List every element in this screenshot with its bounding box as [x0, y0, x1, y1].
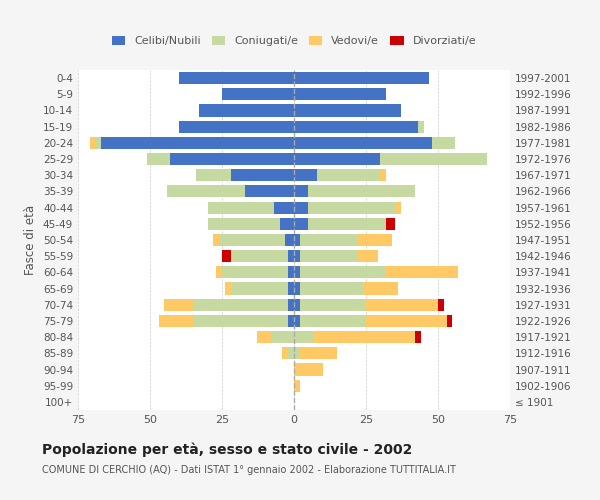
Text: Popolazione per età, sesso e stato civile - 2002: Popolazione per età, sesso e stato civil… [42, 442, 412, 457]
Bar [358, 250, 377, 262]
Bar [208, 202, 274, 213]
Bar [358, 234, 392, 246]
Bar [395, 202, 401, 213]
Bar [225, 282, 230, 294]
Bar [288, 315, 294, 327]
Bar [294, 137, 432, 149]
Bar [294, 153, 380, 165]
Bar [294, 282, 300, 294]
Bar [179, 120, 294, 132]
Bar [366, 298, 438, 311]
Bar [300, 298, 366, 311]
Bar [196, 169, 230, 181]
Bar [164, 298, 193, 311]
Y-axis label: Fasce di età: Fasce di età [25, 205, 37, 275]
Bar [294, 120, 418, 132]
Bar [294, 202, 308, 213]
Bar [288, 266, 294, 278]
Bar [432, 137, 455, 149]
Bar [271, 331, 294, 343]
Text: COMUNE DI CERCHIO (AQ) - Dati ISTAT 1° gennaio 2002 - Elaborazione TUTTITALIA.IT: COMUNE DI CERCHIO (AQ) - Dati ISTAT 1° g… [42, 465, 456, 475]
Bar [294, 104, 401, 117]
Bar [216, 266, 222, 278]
Bar [288, 250, 294, 262]
Bar [294, 266, 300, 278]
Bar [308, 202, 395, 213]
Bar [314, 331, 415, 343]
Bar [222, 250, 230, 262]
Bar [219, 234, 286, 246]
Bar [230, 169, 294, 181]
Bar [300, 250, 358, 262]
Bar [222, 266, 288, 278]
Bar [199, 104, 294, 117]
Bar [288, 348, 294, 360]
Bar [283, 348, 288, 360]
Bar [208, 218, 280, 230]
Bar [317, 169, 380, 181]
Bar [294, 169, 317, 181]
Bar [245, 186, 294, 198]
Bar [300, 348, 337, 360]
Bar [366, 315, 446, 327]
Legend: Celibi/Nubili, Coniugati/e, Vedovi/e, Divorziati/e: Celibi/Nubili, Coniugati/e, Vedovi/e, Di… [107, 32, 481, 50]
Bar [214, 234, 219, 246]
Bar [294, 315, 300, 327]
Bar [257, 331, 271, 343]
Bar [446, 315, 452, 327]
Bar [386, 218, 395, 230]
Bar [418, 120, 424, 132]
Bar [380, 169, 386, 181]
Bar [167, 186, 245, 198]
Bar [230, 250, 288, 262]
Bar [288, 298, 294, 311]
Bar [294, 250, 300, 262]
Bar [380, 153, 487, 165]
Bar [300, 266, 386, 278]
Bar [179, 72, 294, 84]
Bar [386, 266, 458, 278]
Bar [158, 315, 193, 327]
Bar [95, 137, 101, 149]
Bar [294, 298, 300, 311]
Bar [222, 88, 294, 101]
Bar [308, 218, 386, 230]
Bar [230, 282, 288, 294]
Bar [294, 234, 300, 246]
Bar [274, 202, 294, 213]
Bar [438, 298, 444, 311]
Bar [294, 348, 300, 360]
Bar [294, 72, 430, 84]
Bar [294, 331, 314, 343]
Bar [170, 153, 294, 165]
Bar [147, 153, 170, 165]
Bar [101, 137, 294, 149]
Bar [294, 218, 308, 230]
Bar [300, 315, 366, 327]
Bar [193, 298, 288, 311]
Bar [294, 186, 308, 198]
Bar [300, 282, 363, 294]
Bar [89, 137, 95, 149]
Bar [280, 218, 294, 230]
Bar [294, 88, 386, 101]
Bar [294, 364, 323, 376]
Bar [193, 315, 288, 327]
Bar [288, 282, 294, 294]
Bar [363, 282, 398, 294]
Bar [308, 186, 415, 198]
Bar [415, 331, 421, 343]
Bar [294, 380, 300, 392]
Bar [286, 234, 294, 246]
Bar [300, 234, 358, 246]
